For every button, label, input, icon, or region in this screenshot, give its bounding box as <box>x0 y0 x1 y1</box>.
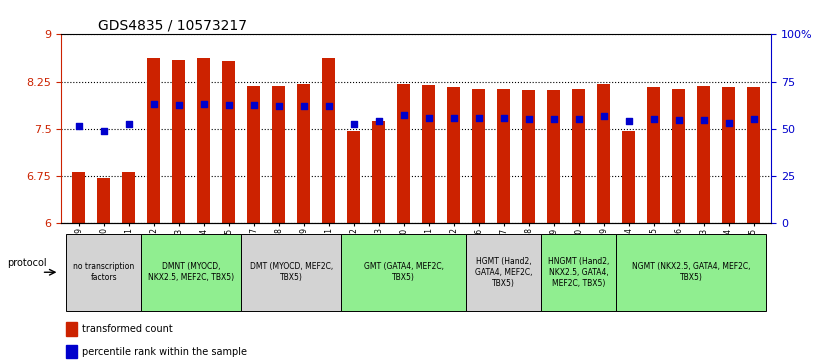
Point <box>222 102 235 108</box>
Text: HGMT (Hand2,
GATA4, MEF2C,
TBX5): HGMT (Hand2, GATA4, MEF2C, TBX5) <box>475 257 532 288</box>
Bar <box>73 172 85 223</box>
Bar <box>66 322 77 336</box>
Bar <box>623 131 635 223</box>
Bar <box>541 234 616 311</box>
Text: no transcription
factors: no transcription factors <box>73 262 135 282</box>
Point <box>572 116 585 122</box>
Bar <box>548 90 560 223</box>
Bar <box>247 86 260 223</box>
Text: transformed count: transformed count <box>82 324 172 334</box>
Point <box>597 113 610 119</box>
Bar <box>397 83 410 223</box>
Bar <box>698 86 710 223</box>
Bar <box>447 87 460 223</box>
Bar <box>242 234 341 311</box>
Point <box>472 115 486 121</box>
Bar <box>348 131 360 223</box>
Text: GMT (GATA4, MEF2C,
TBX5): GMT (GATA4, MEF2C, TBX5) <box>364 262 444 282</box>
Point <box>697 117 710 123</box>
Bar <box>722 87 735 223</box>
Bar <box>747 87 760 223</box>
Text: NGMT (NKX2.5, GATA4, MEF2C,
TBX5): NGMT (NKX2.5, GATA4, MEF2C, TBX5) <box>632 262 751 282</box>
Point <box>522 116 535 122</box>
Point <box>497 115 510 121</box>
Bar <box>273 86 285 223</box>
Point <box>122 122 135 127</box>
Text: protocol: protocol <box>7 258 47 268</box>
Bar <box>498 89 510 223</box>
Point <box>747 116 761 122</box>
Point <box>322 103 335 109</box>
Text: percentile rank within the sample: percentile rank within the sample <box>82 347 246 357</box>
Bar <box>223 61 235 223</box>
Bar <box>423 85 435 223</box>
Bar <box>341 234 466 311</box>
Bar <box>672 89 685 223</box>
Bar <box>297 83 310 223</box>
Bar <box>197 58 210 223</box>
Bar <box>472 89 485 223</box>
Point <box>247 102 260 108</box>
Text: HNGMT (Hand2,
NKX2.5, GATA4,
MEF2C, TBX5): HNGMT (Hand2, NKX2.5, GATA4, MEF2C, TBX5… <box>548 257 610 288</box>
Point <box>172 102 185 108</box>
Point <box>422 115 435 121</box>
Bar <box>647 87 660 223</box>
Point <box>647 116 660 122</box>
Bar <box>322 58 335 223</box>
Bar <box>141 234 242 311</box>
Text: DMT (MYOCD, MEF2C,
TBX5): DMT (MYOCD, MEF2C, TBX5) <box>250 262 333 282</box>
Point <box>397 112 410 118</box>
Bar <box>148 58 160 223</box>
Text: GDS4835 / 10573217: GDS4835 / 10573217 <box>98 18 247 32</box>
Point <box>147 101 160 107</box>
Bar <box>372 121 385 223</box>
Point <box>273 103 286 109</box>
Bar <box>66 234 141 311</box>
Text: DMNT (MYOCD,
NKX2.5, MEF2C, TBX5): DMNT (MYOCD, NKX2.5, MEF2C, TBX5) <box>149 262 234 282</box>
Point <box>197 101 211 107</box>
Bar <box>122 172 135 223</box>
Point <box>672 117 685 123</box>
Bar <box>66 345 77 358</box>
Bar <box>172 60 185 223</box>
Bar <box>572 89 585 223</box>
Bar <box>616 234 766 311</box>
Point <box>447 115 460 121</box>
Point <box>72 123 85 129</box>
Point <box>722 120 735 126</box>
Bar <box>597 83 610 223</box>
Point <box>547 116 560 122</box>
Point <box>372 118 385 124</box>
Point <box>347 121 360 127</box>
Point <box>97 128 110 134</box>
Point <box>297 103 310 109</box>
Point <box>622 118 635 124</box>
Bar <box>522 90 535 223</box>
Bar <box>97 178 110 223</box>
Bar <box>466 234 541 311</box>
